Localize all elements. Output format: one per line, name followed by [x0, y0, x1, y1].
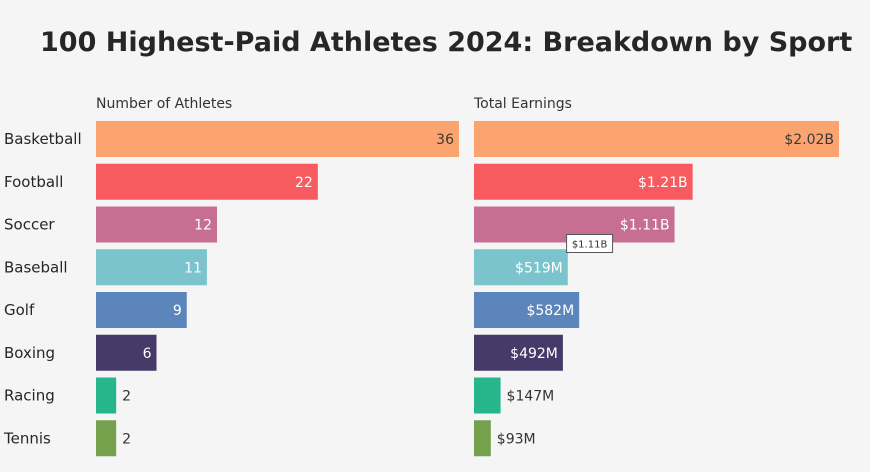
data-label: $492M [510, 346, 558, 362]
category-label: Baseball [4, 258, 68, 276]
bar [96, 121, 459, 157]
bar [474, 292, 580, 328]
bar [96, 249, 207, 286]
tooltip-box [566, 234, 614, 253]
data-label: 2 [122, 389, 131, 405]
bar [96, 206, 217, 243]
category-label: Soccer [4, 216, 55, 234]
data-label: 9 [173, 303, 182, 319]
data-label: 36 [436, 132, 454, 148]
bar [474, 249, 568, 286]
data-label: 11 [184, 260, 202, 276]
data-label: $93M [497, 431, 536, 447]
category-label: Boxing [4, 344, 55, 362]
data-label: $147M [507, 389, 555, 405]
data-label: $582M [526, 303, 574, 319]
series-label: Total Earnings [473, 96, 572, 112]
bar [474, 334, 563, 371]
data-label: $1.11B [620, 218, 670, 234]
series-label: Number of Athletes [96, 96, 232, 112]
bar [474, 377, 501, 414]
category-label: Golf [4, 301, 35, 319]
data-label: 12 [194, 218, 212, 234]
data-label: 6 [143, 346, 152, 362]
data-label: $2.02B [784, 132, 834, 148]
bar [96, 334, 157, 371]
category-label: Racing [4, 387, 55, 405]
data-label: $1.21B [638, 175, 688, 191]
bar [96, 420, 117, 457]
category-label: Basketball [4, 130, 82, 148]
category-label: Football [4, 173, 63, 191]
data-label: 2 [122, 431, 131, 447]
data-label: $519M [515, 260, 563, 276]
data-label: 22 [295, 175, 313, 191]
bar [474, 121, 839, 157]
chart-title: 100 Highest-Paid Athletes 2024: Breakdow… [40, 27, 852, 58]
bar [96, 377, 117, 414]
bar [96, 292, 187, 328]
bar [96, 163, 318, 200]
tooltip-text: $1.11B [572, 240, 608, 251]
bar [474, 420, 491, 457]
bar [474, 163, 693, 200]
category-label: Tennis [3, 429, 51, 447]
